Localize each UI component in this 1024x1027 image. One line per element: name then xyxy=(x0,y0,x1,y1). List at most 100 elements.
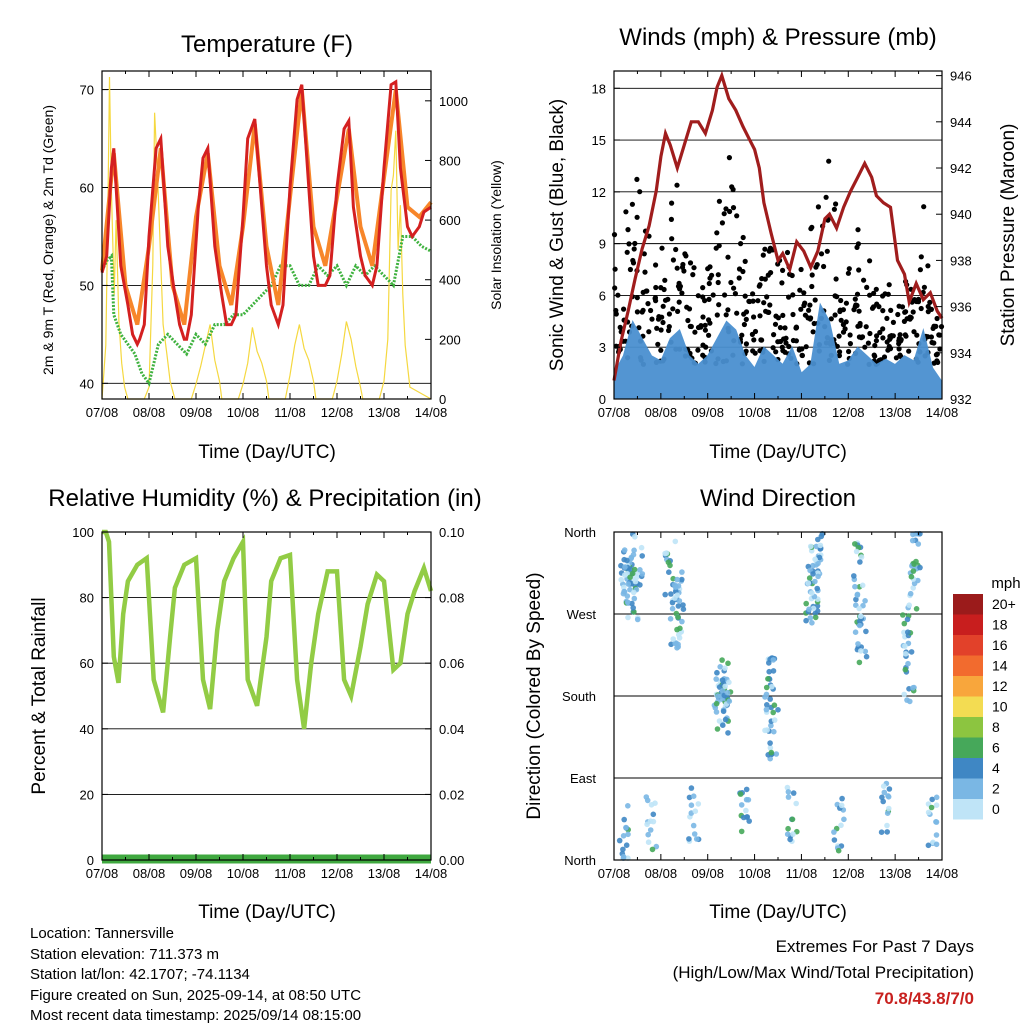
direction-point xyxy=(810,605,817,612)
gust-point xyxy=(722,292,728,298)
y2-tick-label: 0.06 xyxy=(439,656,464,671)
gust-point xyxy=(910,309,916,315)
direction-point xyxy=(722,683,728,690)
gust-point xyxy=(666,324,672,330)
gust-point xyxy=(828,316,834,322)
gust-point xyxy=(855,241,862,247)
y2-tick-label: 940 xyxy=(950,207,972,222)
y2-tick-label: 938 xyxy=(950,253,972,268)
gust-point xyxy=(895,311,901,318)
direction-point xyxy=(662,591,668,598)
direction-point xyxy=(906,602,912,608)
direction-point xyxy=(743,807,749,814)
direction-point xyxy=(858,648,864,654)
gust-point xyxy=(714,230,720,236)
direction-point xyxy=(831,829,837,835)
direction-point xyxy=(738,802,745,808)
direction-point xyxy=(862,598,868,604)
x-tick-label: 10/08 xyxy=(227,866,260,881)
humidity-xlabel: Time (Day/UTC) xyxy=(198,902,336,923)
gust-point xyxy=(911,297,918,303)
gust-point xyxy=(658,347,664,353)
direction-point xyxy=(679,569,685,575)
gust-point xyxy=(836,333,842,339)
legend-swatch xyxy=(953,614,983,635)
legend-swatch xyxy=(953,778,983,799)
gust-point xyxy=(690,272,696,278)
gust-point xyxy=(937,332,943,338)
x-tick-label: 14/08 xyxy=(926,405,959,420)
y-tick-label: 18 xyxy=(592,81,606,96)
legend-swatch xyxy=(953,758,983,779)
direction-point xyxy=(908,649,915,655)
direction-point xyxy=(714,726,721,732)
temperature-title: Temperature (F) xyxy=(181,31,353,58)
gust-point xyxy=(736,266,743,272)
y2-tick-label: 1000 xyxy=(439,94,468,109)
direction-point xyxy=(773,751,780,757)
winds-title: Winds (mph) & Pressure (mb) xyxy=(619,24,936,51)
sonic-wind-area xyxy=(613,302,943,400)
direction-point xyxy=(917,564,923,571)
direction-point xyxy=(724,689,731,696)
direction-point xyxy=(762,694,768,700)
gust-point xyxy=(695,293,701,299)
gust-point xyxy=(679,290,685,296)
y-tick-label: 12 xyxy=(592,185,606,200)
gust-point xyxy=(807,302,813,308)
gust-point xyxy=(823,194,829,200)
gust-point xyxy=(790,337,797,344)
gust-point xyxy=(687,260,694,266)
gust-point xyxy=(668,216,675,222)
gust-point xyxy=(862,344,868,350)
direction-point xyxy=(803,600,809,607)
legend-title: mph xyxy=(991,575,1020,592)
direction-point xyxy=(907,590,914,597)
gust-point xyxy=(728,279,734,286)
direction-point xyxy=(624,557,630,564)
gust-point xyxy=(821,263,827,270)
direction-point xyxy=(815,560,821,567)
gust-point xyxy=(771,332,777,338)
gust-point xyxy=(801,290,807,296)
y-tick-label: 0 xyxy=(599,392,606,407)
direction-point xyxy=(886,786,893,792)
gust-point xyxy=(634,214,640,220)
direction-point xyxy=(770,709,776,716)
gust-point xyxy=(636,325,642,331)
x-tick-label: 07/08 xyxy=(598,866,631,881)
y-tick-label: East xyxy=(570,771,596,786)
direction-point xyxy=(621,816,627,823)
direction-point xyxy=(637,582,643,588)
y2-tick-label: 0.00 xyxy=(439,853,464,868)
direction-point xyxy=(852,541,858,547)
direction-point xyxy=(831,837,838,843)
gust-point xyxy=(834,294,840,300)
direction-point xyxy=(805,580,812,586)
gust-point xyxy=(780,312,786,318)
gust-point xyxy=(897,332,903,338)
legend-label: 14 xyxy=(992,658,1008,674)
gust-point xyxy=(632,240,638,247)
direction-point xyxy=(803,617,809,624)
gust-point xyxy=(851,307,857,313)
gust-point xyxy=(798,306,804,312)
direction-ylabel-left: Direction (Colored By Speed) xyxy=(524,572,545,819)
gust-point xyxy=(809,272,815,278)
direction-point xyxy=(901,620,908,627)
direction-point xyxy=(738,828,745,835)
gust-point xyxy=(732,291,739,297)
y-tick-label: 15 xyxy=(592,133,606,148)
direction-point xyxy=(812,578,818,585)
gust-point xyxy=(885,291,891,297)
gust-point xyxy=(762,276,768,282)
y-tick-label: 0 xyxy=(87,853,94,868)
gust-point xyxy=(811,320,817,327)
direction-point xyxy=(630,605,636,611)
gust-point xyxy=(782,349,788,355)
direction-point xyxy=(620,833,627,839)
gust-point xyxy=(761,300,767,306)
direction-point xyxy=(787,836,793,843)
temperature-ylabel-right: Solar Insolation (Yellow) xyxy=(488,160,504,310)
legend-label: 12 xyxy=(992,678,1008,694)
